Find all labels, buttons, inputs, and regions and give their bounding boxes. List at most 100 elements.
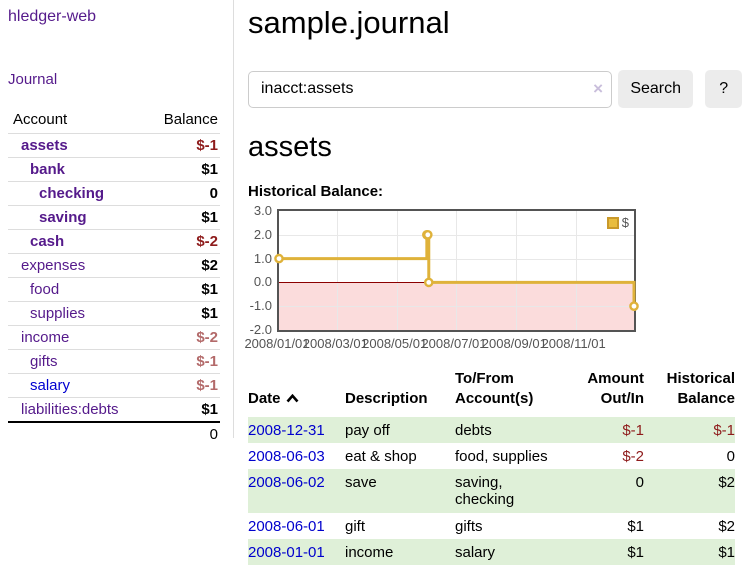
transaction-amount: $-2 [622, 447, 644, 465]
register-header-description: Description [345, 390, 428, 408]
chart-title: Historical Balance: [248, 183, 384, 200]
sidebar-account-link[interactable]: gifts [30, 353, 58, 370]
transaction-accounts: gifts [455, 517, 483, 535]
account-row: expenses $2 [8, 253, 220, 278]
transaction-description: save [345, 469, 455, 513]
transaction-date-link[interactable]: 2008-06-02 [248, 474, 325, 491]
transaction-amount: $1 [567, 538, 644, 565]
chart-legend: $ [604, 214, 631, 231]
legend-swatch-icon [606, 216, 619, 229]
transaction-date-link[interactable]: 2008-12-31 [248, 421, 325, 439]
account-balance: $-2 [144, 229, 220, 254]
account-row: checking 0 [8, 181, 220, 206]
sidebar-account-link[interactable]: income [21, 329, 70, 346]
sidebar-item-journal[interactable]: Journal [8, 71, 58, 88]
register-header-amount: Amount Out/In [587, 370, 644, 408]
sidebar-account-link[interactable]: liabilities:debts [21, 401, 119, 418]
account-row: food $1 [8, 277, 220, 302]
account-balance: $-1 [144, 349, 220, 374]
register-row: 2008-06-03 eat & shop food, supplies $-2 0 [248, 443, 735, 469]
transaction-accounts: debts [455, 416, 567, 443]
sidebar-account-link[interactable]: cash [30, 233, 65, 250]
account-row: bank $1 [8, 157, 220, 182]
register-row: 2008-06-02 save saving, checking 0 $2 [248, 469, 735, 513]
search-button[interactable]: Search [618, 70, 694, 108]
register-header-balance: Historical Balance [666, 370, 735, 408]
sidebar-account-link[interactable]: checking [39, 185, 105, 202]
chart-plot-area: $ [274, 209, 639, 332]
y-axis-tick-label: 3.0 [253, 203, 272, 218]
account-row: income $-2 [8, 325, 220, 350]
accounts-table: Account Balance assets $-1 bank $1 checking 0… [8, 108, 220, 446]
historical-balance-chart: $ 3.0 2.0 1.0 0.0 -1.0 -2.0 2008/01/01 2008/03/… [244, 203, 742, 351]
register-row: 2008-06-01 gift gifts $1 $2 [248, 513, 735, 539]
x-axis-tick-label: 2008/01/01 [244, 336, 310, 351]
legend-label: $ [621, 215, 629, 230]
accounts-header-account: Account [13, 111, 68, 128]
register-header-accounts: To/From Account(s) [455, 370, 534, 408]
y-axis-tick-label: -1.0 [249, 298, 272, 314]
transaction-description: eat & shop [345, 447, 417, 465]
search-form: × Search ? [248, 70, 742, 108]
sidebar-divider [233, 0, 234, 438]
accounts-total-value: 0 [144, 421, 220, 446]
transaction-date-link[interactable]: 2008-01-01 [248, 543, 325, 561]
account-row: gifts $-1 [8, 349, 220, 374]
transaction-balance: $-1 [644, 416, 735, 443]
transaction-balance: $2 [718, 517, 735, 535]
register-header-date[interactable]: Date [248, 369, 345, 417]
y-axis-tick-label: 2.0 [253, 226, 272, 242]
account-row: supplies $1 [8, 301, 220, 326]
account-balance: $1 [144, 277, 220, 302]
account-row: saving $1 [8, 205, 220, 230]
account-balance: $1 [144, 205, 220, 230]
x-axis-tick-label: 2008/07/01 [421, 336, 487, 351]
account-row: salary $-1 [8, 373, 220, 398]
sidebar: hledger-web Journal Account Balance asse… [0, 0, 226, 446]
account-balance: $1 [144, 397, 220, 422]
x-axis-tick-label: 2008/11/01 [541, 336, 606, 351]
y-axis-tick-label: 1.0 [253, 250, 272, 266]
y-axis-tick-label: 0.0 [253, 274, 272, 290]
transaction-balance: $2 [644, 469, 735, 513]
account-balance: 0 [144, 181, 220, 206]
accounts-total-row: 0 [8, 421, 220, 446]
sidebar-account-link[interactable]: expenses [21, 257, 86, 274]
sidebar-account-link[interactable]: saving [39, 209, 87, 226]
sidebar-account-link[interactable]: salary [30, 377, 71, 394]
x-axis-tick-label: 2008/05/01 [362, 336, 428, 351]
transaction-accounts: food, supplies [455, 447, 548, 465]
transaction-description: gift [345, 517, 366, 535]
account-row: assets $-1 [8, 133, 220, 158]
clear-search-icon[interactable]: × [593, 78, 603, 98]
help-button[interactable]: ? [705, 70, 742, 108]
transaction-description: income [345, 538, 455, 565]
transaction-balance: 0 [726, 447, 735, 465]
account-balance: $1 [144, 157, 220, 182]
register-table: Date Description To/From Account(s) Amou… [248, 369, 735, 565]
sidebar-account-link[interactable]: assets [21, 137, 68, 154]
transaction-amount: $1 [627, 517, 644, 535]
sidebar-account-link[interactable]: supplies [30, 305, 86, 322]
transaction-amount: 0 [567, 469, 644, 513]
x-axis-tick-label: 2008/09/01 [481, 336, 547, 351]
transaction-accounts: salary [455, 538, 567, 565]
account-balance: $2 [144, 253, 220, 278]
sidebar-account-link[interactable]: bank [30, 161, 66, 178]
search-input[interactable] [248, 70, 612, 108]
accounts-header-balance: Balance [163, 111, 218, 128]
register-row: 2008-12-31 pay off debts $-1 $-1 [248, 416, 735, 443]
account-row: liabilities:debts $1 [8, 397, 220, 422]
x-axis-tick-label: 2008/03/01 [302, 336, 368, 351]
account-balance: $-1 [144, 133, 220, 158]
sidebar-account-link[interactable]: food [30, 281, 60, 298]
transaction-amount: $-1 [567, 416, 644, 443]
transaction-date-link[interactable]: 2008-06-01 [248, 517, 325, 535]
account-heading: assets [248, 131, 332, 163]
transaction-date-link[interactable]: 2008-06-03 [248, 447, 325, 465]
transaction-balance: $1 [644, 538, 735, 565]
account-balance: $-2 [144, 325, 220, 350]
page-title: sample.journal [248, 5, 450, 40]
transaction-description: pay off [345, 416, 455, 443]
app-title-link[interactable]: hledger-web [8, 8, 97, 25]
